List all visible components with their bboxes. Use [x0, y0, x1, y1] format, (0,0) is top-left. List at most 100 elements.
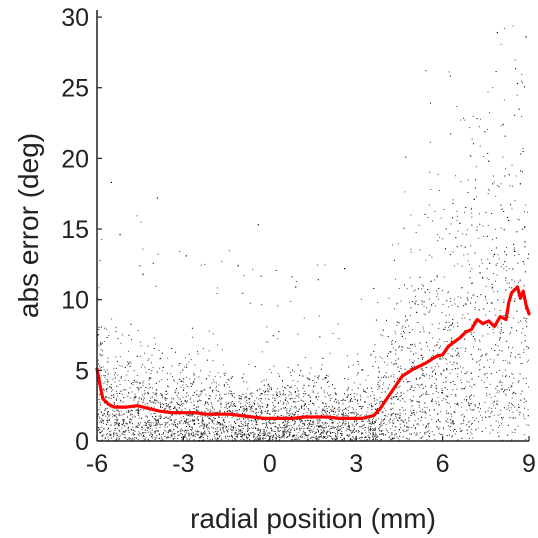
- scatter-point: [471, 268, 473, 270]
- scatter-point: [514, 280, 516, 282]
- scatter-point: [340, 431, 342, 433]
- scatter-point: [427, 289, 429, 291]
- scatter-point: [153, 348, 155, 350]
- scatter-point: [270, 423, 272, 425]
- scatter-point: [259, 400, 261, 402]
- scatter-point: [223, 419, 225, 421]
- scatter-point: [326, 431, 328, 433]
- scatter-point: [505, 369, 507, 371]
- scatter-point: [282, 430, 284, 432]
- scatter-point: [381, 421, 383, 423]
- scatter-point: [139, 433, 141, 435]
- scatter-point: [255, 437, 257, 439]
- scatter-point: [283, 401, 285, 403]
- scatter-point: [182, 423, 184, 425]
- scatter-point: [375, 319, 377, 321]
- scatter-point: [474, 309, 476, 311]
- scatter-point: [136, 426, 138, 428]
- scatter-point: [201, 421, 203, 423]
- scatter-point: [281, 434, 283, 436]
- scatter-point: [439, 427, 441, 429]
- scatter-point: [430, 189, 432, 191]
- scatter-point: [374, 403, 376, 405]
- scatter-point: [440, 411, 442, 413]
- scatter-point: [186, 363, 188, 365]
- scatter-point: [455, 395, 457, 397]
- scatter-point: [114, 419, 116, 421]
- scatter-point: [307, 394, 309, 396]
- scatter-point: [123, 420, 125, 422]
- scatter-point: [470, 207, 472, 209]
- scatter-point: [461, 287, 463, 289]
- scatter-point: [410, 343, 412, 345]
- scatter-point: [468, 421, 470, 423]
- scatter-point: [435, 378, 437, 380]
- scatter-point: [261, 402, 263, 404]
- scatter-point: [419, 249, 421, 251]
- scatter-point: [410, 386, 412, 388]
- scatter-point: [348, 435, 350, 437]
- scatter-point: [316, 425, 318, 427]
- scatter-point: [393, 380, 395, 382]
- scatter-point: [196, 434, 198, 436]
- scatter-point: [254, 438, 256, 440]
- scatter-point: [170, 435, 172, 437]
- scatter-point: [372, 430, 374, 432]
- scatter-point: [303, 431, 305, 433]
- scatter-point: [456, 215, 458, 217]
- scatter-point: [279, 391, 281, 393]
- scatter-point: [307, 434, 309, 436]
- scatter-point: [134, 434, 136, 436]
- scatter-point: [470, 156, 472, 158]
- scatter-point: [278, 375, 280, 377]
- scatter-point: [447, 291, 449, 293]
- scatter-point: [141, 426, 143, 428]
- scatter-point: [247, 422, 249, 424]
- scatter-point: [247, 425, 249, 427]
- scatter-point: [114, 372, 116, 374]
- scatter-point: [275, 412, 277, 414]
- scatter-point: [357, 432, 359, 434]
- scatter-point: [464, 386, 466, 388]
- scatter-point: [286, 424, 288, 426]
- scatter-point: [505, 359, 507, 361]
- scatter-point: [424, 375, 426, 377]
- scatter-point: [196, 417, 198, 419]
- scatter-point: [261, 413, 263, 415]
- scatter-point: [471, 378, 473, 380]
- scatter-point: [100, 341, 102, 343]
- scatter-point: [153, 431, 155, 433]
- scatter-point: [168, 424, 170, 426]
- scatter-point: [318, 315, 320, 317]
- scatter-point: [154, 393, 156, 395]
- scatter-point: [295, 395, 297, 397]
- scatter-point: [374, 361, 376, 363]
- scatter-point: [245, 425, 247, 427]
- scatter-point: [295, 286, 297, 288]
- scatter-point: [408, 438, 410, 440]
- scatter-point: [137, 422, 139, 424]
- scatter-point: [391, 413, 393, 415]
- scatter-point: [236, 419, 238, 421]
- scatter-point: [177, 431, 179, 433]
- scatter-point: [325, 437, 327, 439]
- scatter-point: [380, 433, 382, 435]
- scatter-point: [270, 427, 272, 429]
- scatter-point: [167, 404, 169, 406]
- scatter-point: [185, 396, 187, 398]
- scatter-point: [106, 423, 108, 425]
- scatter-point: [409, 314, 411, 316]
- scatter-point: [360, 396, 362, 398]
- scatter-point: [387, 431, 389, 433]
- scatter-point: [325, 377, 327, 379]
- scatter-point: [207, 416, 209, 418]
- scatter-point: [296, 280, 298, 282]
- scatter-point: [288, 434, 290, 436]
- scatter-point: [519, 320, 521, 322]
- scatter-point: [492, 239, 494, 241]
- scatter-point: [337, 429, 339, 431]
- scatter-point: [393, 376, 395, 378]
- scatter-point: [241, 432, 243, 434]
- scatter-point: [265, 423, 267, 425]
- scatter-point: [519, 280, 521, 282]
